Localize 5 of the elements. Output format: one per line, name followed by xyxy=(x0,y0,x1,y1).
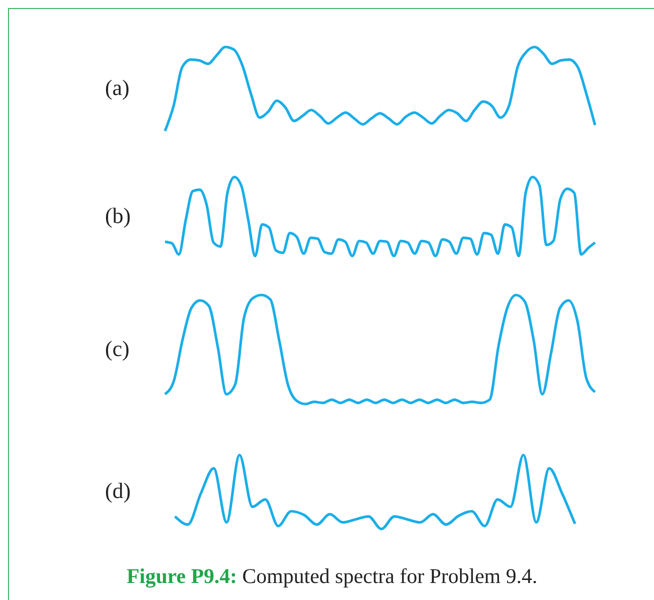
text: (c) xyxy=(105,336,130,362)
text: (a) xyxy=(105,75,130,101)
text: (b) xyxy=(105,202,131,228)
caption: Figure P9.4: Computed spectra for Problem 9.4. xyxy=(126,564,538,589)
text: (d) xyxy=(105,478,131,504)
